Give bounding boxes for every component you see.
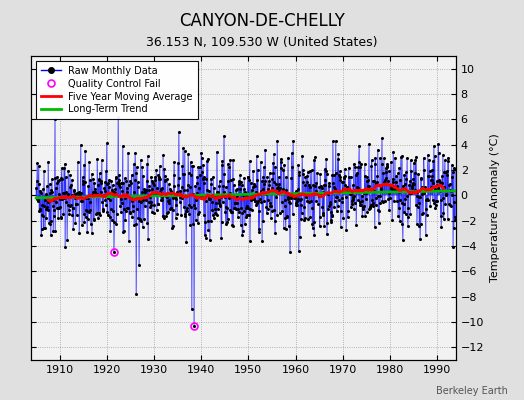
Text: Berkeley Earth: Berkeley Earth bbox=[436, 386, 508, 396]
Legend: Raw Monthly Data, Quality Control Fail, Five Year Moving Average, Long-Term Tren: Raw Monthly Data, Quality Control Fail, … bbox=[36, 61, 198, 119]
Y-axis label: Temperature Anomaly (°C): Temperature Anomaly (°C) bbox=[490, 134, 500, 282]
Text: CANYON-DE-CHELLY: CANYON-DE-CHELLY bbox=[179, 12, 345, 30]
Text: 36.153 N, 109.530 W (United States): 36.153 N, 109.530 W (United States) bbox=[146, 36, 378, 49]
